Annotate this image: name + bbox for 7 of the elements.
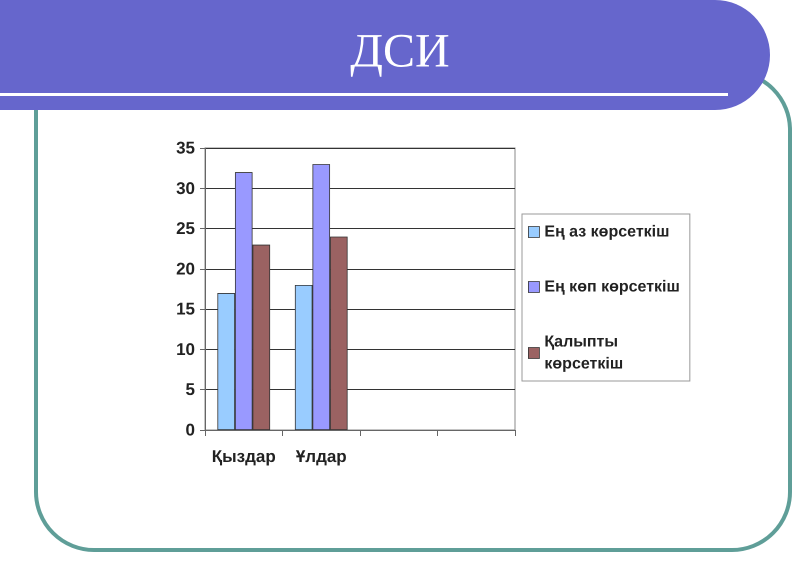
y-tick-label: 25	[176, 219, 195, 238]
y-tick-label: 20	[176, 259, 195, 278]
y-tick-label: 30	[176, 178, 195, 198]
y-tick-label: 0	[186, 420, 195, 440]
y-tick-label: 5	[186, 380, 195, 400]
y-tick-label: 15	[176, 300, 195, 319]
y-tick-label: 35	[176, 138, 195, 158]
